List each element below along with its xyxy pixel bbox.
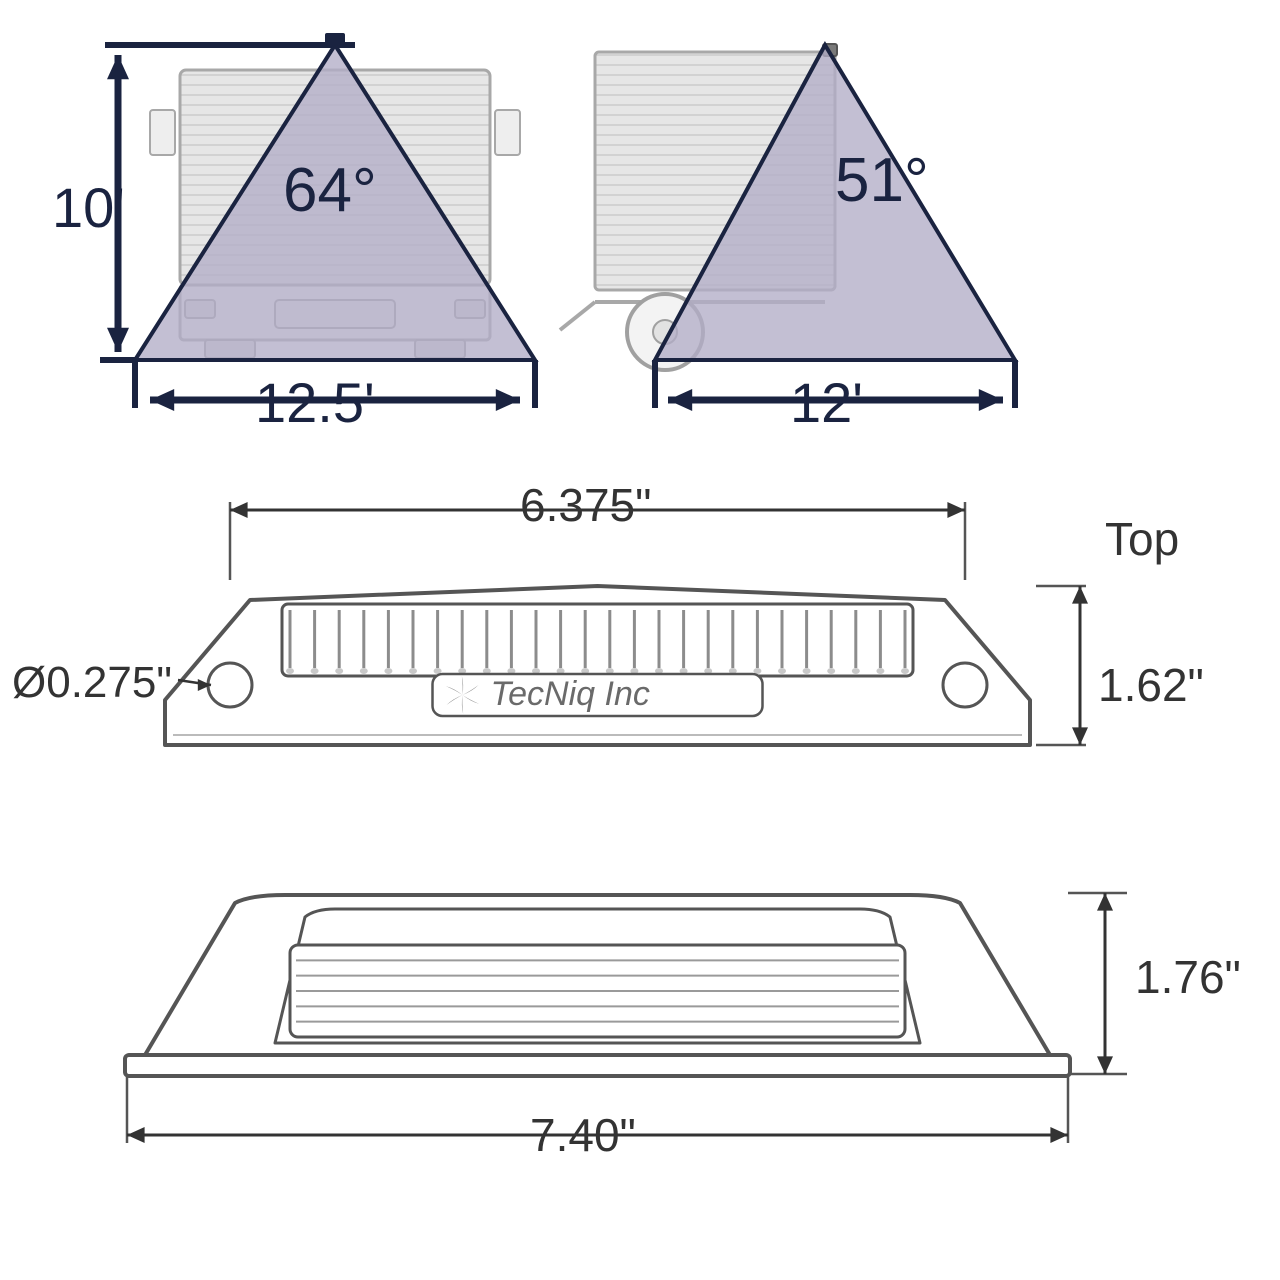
svg-text:TecNiq Inc: TecNiq Inc	[491, 675, 650, 713]
angle-51: 51°	[835, 145, 929, 216]
front-width-label: 7.40"	[530, 1108, 636, 1162]
top-height-label: 1.62"	[1098, 658, 1204, 712]
mount-spacing-label: 6.375"	[520, 478, 651, 532]
width-label-12-5ft: 12.5'	[255, 370, 375, 435]
width-label-12ft: 12'	[790, 370, 863, 435]
hole-dia-label: Ø0.275"	[12, 658, 172, 708]
angle-64: 64°	[283, 155, 377, 226]
front-height-label: 1.76"	[1135, 950, 1241, 1004]
top-label: Top	[1105, 512, 1179, 566]
height-label-10ft: 10'	[52, 175, 125, 240]
